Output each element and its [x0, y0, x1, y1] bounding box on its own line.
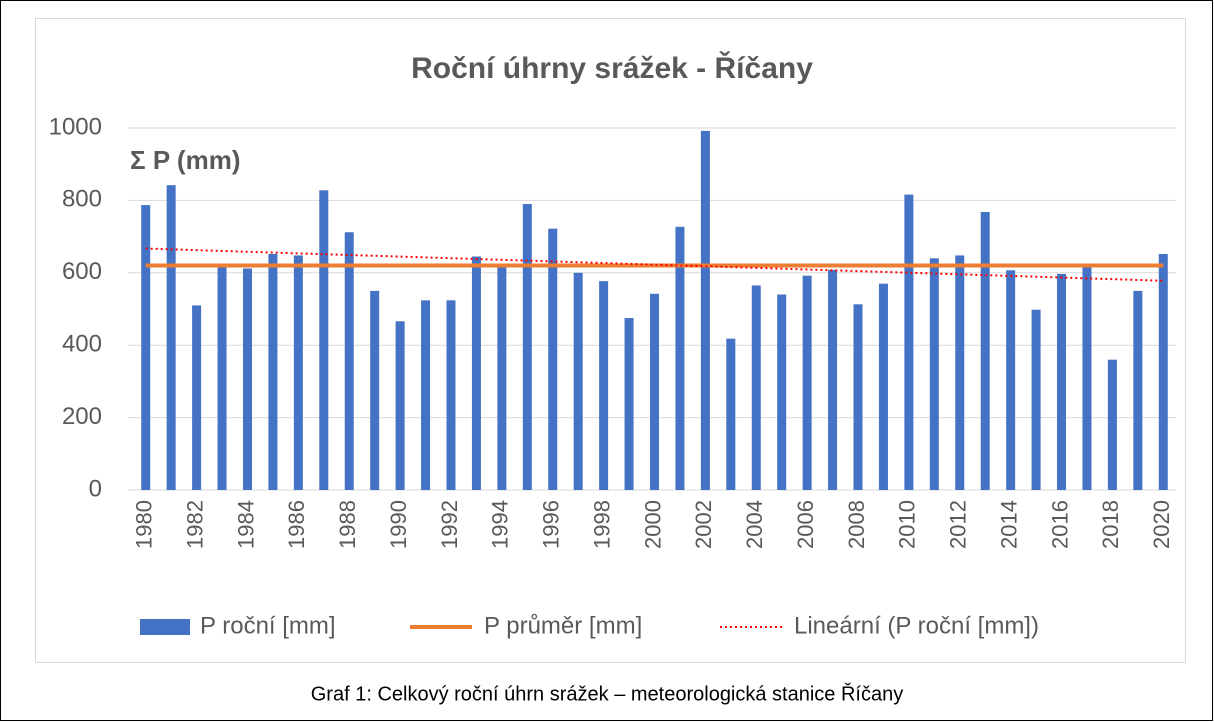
bar	[904, 194, 914, 490]
x-tick-label: 1994	[488, 500, 513, 549]
bar	[726, 338, 736, 490]
bar	[522, 204, 532, 490]
y-tick-label: 600	[62, 258, 102, 285]
bar	[675, 226, 685, 491]
chart-title: Roční úhrny srážek - Říčany	[411, 51, 813, 85]
x-tick-label: 2008	[844, 500, 869, 549]
bar	[1133, 290, 1143, 490]
x-tick-label: 2020	[1149, 500, 1174, 549]
x-tick-label: 2014	[996, 500, 1021, 549]
x-tick-label: 1986	[284, 500, 309, 549]
x-tick-label: 2018	[1098, 500, 1123, 549]
bar	[395, 321, 405, 490]
bar	[268, 253, 278, 490]
legend-swatch	[140, 619, 190, 635]
caption: Graf 1: Celkový roční úhrn srážek – mete…	[311, 682, 903, 705]
bar	[497, 265, 507, 490]
bar	[446, 300, 456, 490]
x-tick-label: 2004	[742, 500, 767, 549]
bar	[370, 290, 380, 490]
bar	[344, 232, 354, 491]
bar	[1006, 270, 1016, 490]
bar	[1107, 359, 1117, 490]
bar	[878, 283, 888, 490]
x-tick-label: 1988	[335, 500, 360, 549]
x-tick-label: 2006	[793, 500, 818, 549]
bar	[1082, 266, 1092, 490]
bar	[599, 281, 609, 490]
x-tick-label: 1982	[182, 500, 207, 549]
bar	[650, 293, 659, 490]
x-tick-label: 1980	[132, 500, 157, 549]
x-tick-label: 1984	[233, 500, 258, 549]
axis-annotation: Σ P (mm)	[130, 145, 240, 175]
x-tick-label: 2002	[691, 500, 716, 549]
bar	[929, 258, 939, 490]
bar	[1057, 273, 1067, 490]
bar	[192, 305, 202, 490]
y-tick-label: 200	[62, 403, 102, 430]
legend-label: P průměr [mm]	[484, 612, 642, 639]
bar	[166, 185, 176, 491]
y-tick-label: 800	[62, 186, 102, 213]
x-tick-label: 2016	[1047, 500, 1072, 549]
bar	[293, 255, 303, 490]
legend-label: Lineární (P roční [mm])	[794, 612, 1039, 639]
bar	[1158, 253, 1168, 490]
bar	[980, 211, 990, 490]
bar	[828, 269, 838, 490]
x-tick-label: 1998	[589, 500, 614, 549]
bar	[955, 255, 965, 490]
bar	[548, 228, 558, 491]
x-tick-label: 2000	[640, 500, 665, 549]
bar	[421, 300, 431, 490]
y-tick-label: 400	[62, 331, 102, 358]
bar	[1031, 309, 1041, 490]
bar	[777, 294, 787, 490]
bar	[751, 285, 761, 490]
x-tick-label: 1990	[386, 500, 411, 549]
bar	[141, 205, 151, 490]
y-tick-label: 0	[89, 475, 102, 502]
chart-frame	[35, 18, 1186, 663]
bar	[217, 265, 227, 490]
bar	[624, 318, 634, 490]
y-tick-label: 1000	[49, 113, 102, 140]
bar	[319, 190, 329, 490]
bar	[242, 268, 252, 490]
bar	[700, 130, 710, 490]
legend-label: P roční [mm]	[200, 612, 336, 639]
x-tick-label: 2010	[895, 500, 920, 549]
bar	[853, 304, 863, 490]
x-tick-label: 1992	[437, 500, 462, 549]
x-tick-label: 2012	[946, 500, 971, 549]
x-tick-label: 1996	[539, 500, 564, 549]
bar	[471, 256, 481, 490]
bar	[802, 275, 812, 490]
bar	[573, 272, 583, 490]
